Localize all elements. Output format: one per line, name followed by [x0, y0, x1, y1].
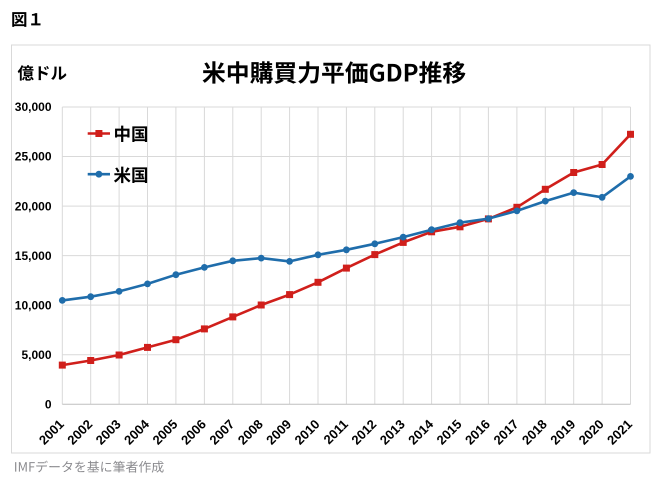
- svg-text:5,000: 5,000: [21, 348, 51, 362]
- svg-text:10,000: 10,000: [15, 298, 52, 312]
- svg-text:20,000: 20,000: [15, 199, 52, 213]
- svg-text:15,000: 15,000: [15, 249, 52, 263]
- svg-text:25,000: 25,000: [15, 150, 52, 164]
- svg-text:0: 0: [45, 397, 52, 411]
- svg-text:30,000: 30,000: [15, 100, 52, 114]
